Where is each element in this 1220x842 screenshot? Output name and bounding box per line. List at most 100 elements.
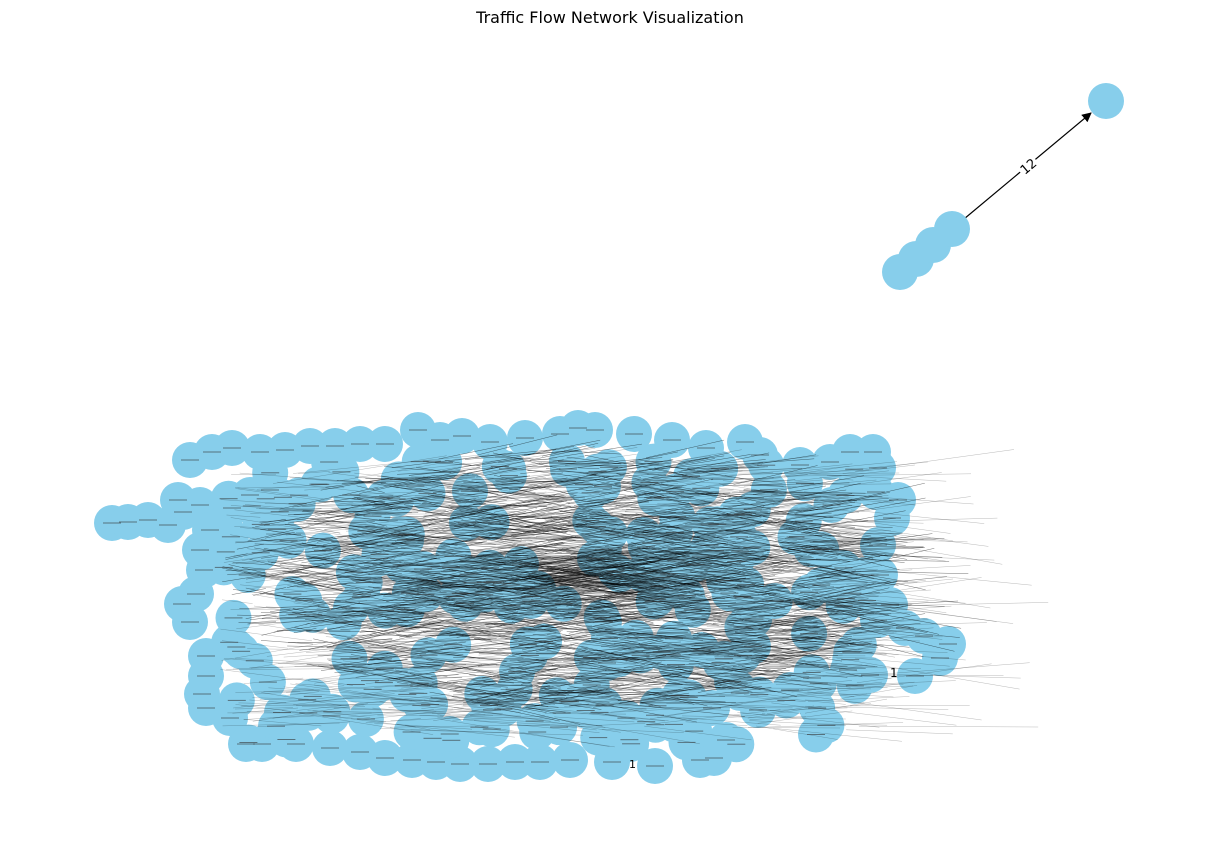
node-label-mark xyxy=(743,508,762,510)
node-label-mark xyxy=(353,593,372,595)
node-label-mark xyxy=(287,743,305,745)
node-label-mark xyxy=(197,707,215,709)
node-label-mark xyxy=(734,654,752,656)
node-label-mark xyxy=(717,739,735,741)
node-label-mark xyxy=(301,445,319,447)
node-label-mark xyxy=(475,594,494,596)
node-label-mark xyxy=(594,621,613,623)
node-label-mark xyxy=(402,731,421,733)
node-label-mark xyxy=(646,714,664,716)
node-label-mark xyxy=(398,693,417,695)
node-label-mark xyxy=(906,675,924,677)
node-label-mark xyxy=(442,566,461,568)
node-label-mark xyxy=(444,644,463,646)
node-label-mark xyxy=(734,513,753,515)
node-label-mark xyxy=(588,471,607,473)
node-label-mark xyxy=(640,482,659,484)
node-label-mark xyxy=(581,520,600,522)
node-label-mark xyxy=(440,733,459,735)
node-label-mark xyxy=(422,460,441,462)
node xyxy=(1088,83,1124,119)
node-label-mark xyxy=(387,498,406,500)
node-label-mark xyxy=(589,737,608,739)
node-label-mark xyxy=(485,581,504,583)
node-label-mark xyxy=(856,574,875,576)
node-label-mark xyxy=(512,563,530,565)
node-label-mark xyxy=(376,443,394,445)
node-label-mark xyxy=(728,687,747,689)
edge-bundle xyxy=(221,434,969,725)
node-label-mark xyxy=(376,610,395,612)
node-label-mark xyxy=(791,464,809,466)
node-label-mark xyxy=(715,658,734,660)
node-label-mark xyxy=(193,693,211,695)
node-label-mark xyxy=(586,429,604,431)
node-label-mark xyxy=(576,710,595,711)
node-label-mark xyxy=(843,592,862,594)
node-label-mark xyxy=(802,548,821,550)
node-label-mark xyxy=(697,447,715,449)
node-label-mark xyxy=(518,643,537,645)
node-label-mark xyxy=(550,726,569,728)
node-label-mark xyxy=(181,621,199,623)
node-label-mark xyxy=(197,675,215,677)
node-label-mark xyxy=(883,517,901,519)
node-label-mark xyxy=(201,529,219,531)
node-label-mark xyxy=(652,576,671,578)
node-label-mark xyxy=(730,536,749,538)
node-label-mark xyxy=(822,504,841,506)
node-label-mark xyxy=(219,498,238,500)
node-label-mark xyxy=(610,574,629,575)
node-label-mark xyxy=(808,707,827,709)
node-label-mark xyxy=(700,544,719,546)
node-label-mark xyxy=(734,597,753,599)
node-label-mark xyxy=(270,511,289,513)
node-label-mark xyxy=(295,600,314,602)
node-label-mark xyxy=(744,645,762,647)
node-label-mark xyxy=(251,552,270,554)
node-label-mark xyxy=(483,709,501,711)
node-label-mark xyxy=(858,600,876,601)
node-label-mark xyxy=(397,539,416,541)
node-label-mark xyxy=(242,505,261,507)
node-label-mark xyxy=(174,511,192,513)
node-label-mark xyxy=(224,617,243,619)
node-label-mark xyxy=(473,693,492,695)
node-label-mark xyxy=(731,550,749,552)
node-label-mark xyxy=(139,519,157,521)
node-label-mark xyxy=(410,461,429,463)
node-label-mark xyxy=(757,464,776,466)
node-label-mark xyxy=(586,558,604,559)
node-label-mark xyxy=(203,451,221,453)
node-label-mark xyxy=(482,728,501,730)
node-label-mark xyxy=(691,555,710,557)
node-label-mark xyxy=(535,641,554,642)
node-label-mark xyxy=(376,757,394,759)
node-label-mark xyxy=(370,553,389,555)
node-label-mark xyxy=(551,433,569,435)
node-label-mark xyxy=(869,619,887,621)
node-label-mark xyxy=(662,654,681,656)
node-label-mark xyxy=(864,451,882,453)
node-label-mark xyxy=(355,581,374,583)
node-label-mark xyxy=(435,461,454,463)
node-label-mark xyxy=(554,603,573,605)
node-label-mark xyxy=(609,658,628,660)
cluster-edges xyxy=(220,434,1049,748)
node-label-mark xyxy=(288,503,307,505)
node-label-mark xyxy=(667,560,686,562)
node-label-mark xyxy=(303,614,322,616)
node-label-mark xyxy=(342,494,361,496)
edge-label: 12 xyxy=(1018,156,1040,178)
node-label-mark xyxy=(476,582,495,584)
node-label-mark xyxy=(351,596,370,598)
node-label-mark xyxy=(363,515,382,517)
node-label-mark xyxy=(592,616,611,618)
node-label-mark xyxy=(867,491,885,493)
node-label-mark xyxy=(869,467,887,469)
node-label-mark xyxy=(261,472,280,474)
node-label-mark xyxy=(795,482,814,484)
node-label-mark xyxy=(765,600,784,602)
node-label-mark xyxy=(845,685,864,687)
node-label-mark xyxy=(812,584,831,586)
